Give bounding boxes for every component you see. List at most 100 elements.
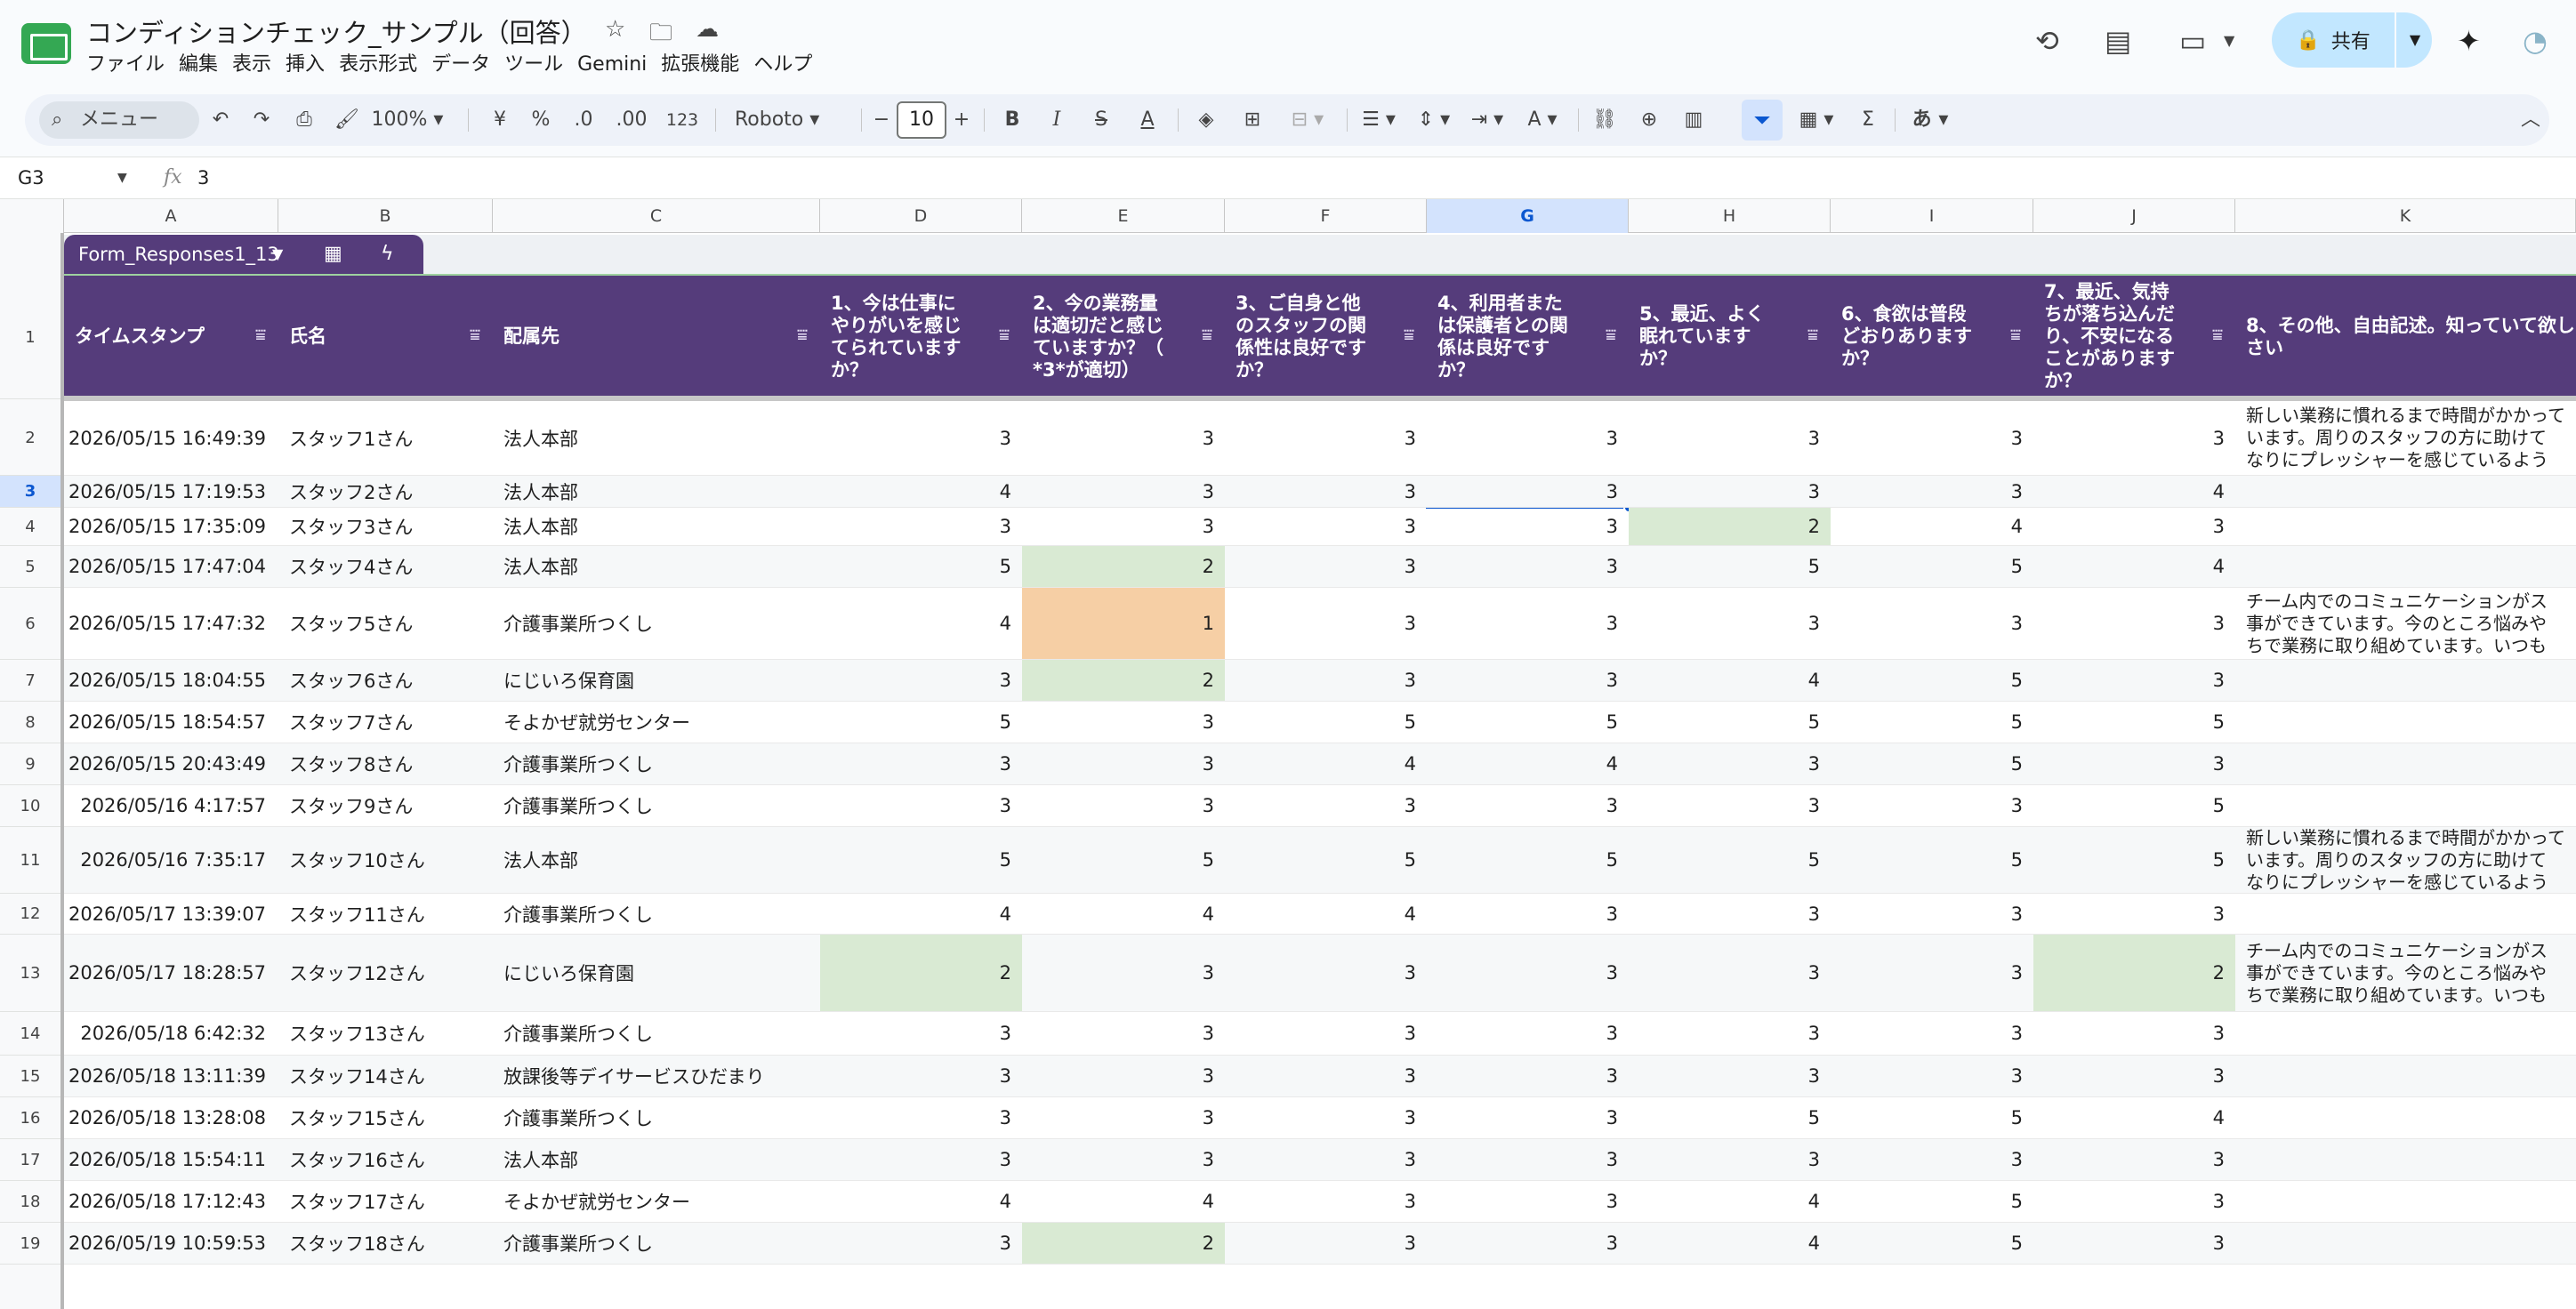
name-cell[interactable]: スタッフ18さん [289, 1233, 425, 1255]
column-header-a[interactable]: A [64, 199, 278, 233]
collapse-toolbar-icon[interactable]: ︿ [2520, 108, 2540, 131]
score-cell[interactable]: 4 [999, 613, 1011, 634]
table-header-cell[interactable]: タイムスタンプ ⩸ [64, 276, 278, 398]
score-cell[interactable]: 4 [1606, 753, 1618, 775]
score-cell[interactable]: 3 [1807, 753, 1820, 775]
table-header-cell[interactable]: 1、今は仕事に やりがいを感じ てられています か？ ⩸ [820, 276, 1022, 398]
score-cell[interactable]: 5 [2010, 556, 2023, 577]
table-chip[interactable]: Form_Responses1_13 ▼ ▦ ϟ [64, 235, 423, 274]
row-header[interactable]: 13 [0, 935, 60, 1012]
score-cell[interactable]: 3 [999, 1023, 1011, 1044]
gemini-icon[interactable]: ✦ [2457, 24, 2481, 58]
table-row[interactable]: 2026/05/17 18:28:57 スタッフ12さん にじいろ保育園 2 3 3 3 3 3… [64, 935, 2576, 1012]
free-text-cell[interactable] [2235, 1012, 2576, 1055]
version-history-icon[interactable]: ⟲ [2035, 24, 2059, 58]
row-header[interactable]: 2 [0, 401, 60, 476]
department-cell[interactable]: 法人本部 [503, 557, 578, 578]
column-header-f[interactable]: F [1225, 199, 1427, 233]
table-row[interactable]: 2026/05/17 13:39:07 スタッフ11さん 介護事業所つくし 4 4 4 3 3… [64, 894, 2576, 935]
score-cell[interactable]: 3 [1404, 1107, 1416, 1128]
score-cell[interactable]: 3 [1606, 1149, 1618, 1170]
score-cell[interactable]: 5 [999, 849, 1011, 871]
name-cell[interactable]: スタッフ9さん [289, 796, 414, 817]
score-cell[interactable]: 3 [1202, 1065, 1214, 1087]
score-cell[interactable]: 5 [2010, 753, 2023, 775]
row-header[interactable]: 10 [0, 785, 60, 827]
font-size-input[interactable]: 10 [897, 101, 946, 139]
table-row[interactable]: 2026/05/15 17:47:04 スタッフ4さん 法人本部 5 2 3 3 5 5 4 [64, 546, 2576, 588]
menu-item[interactable]: 拡張機能 [661, 53, 740, 76]
score-cell[interactable]: 4 [2010, 516, 2023, 537]
score-cell[interactable]: 3 [1606, 962, 1618, 984]
meet-caret-icon[interactable]: ▼ [2224, 32, 2235, 49]
score-cell[interactable]: 3 [1807, 1149, 1820, 1170]
score-cell[interactable]: 3 [1404, 613, 1416, 634]
score-cell[interactable]: 3 [1807, 795, 1820, 816]
zoom-select[interactable]: 100% ▾ [371, 108, 444, 131]
menu-item[interactable]: Gemini [577, 53, 648, 76]
number-format-button[interactable]: 123 [665, 110, 699, 130]
score-cell[interactable]: 3 [1606, 427, 1618, 449]
free-text-cell[interactable] [2235, 508, 2576, 545]
score-cell[interactable]: 5 [2010, 670, 2023, 691]
column-filter-icon[interactable]: ⩸ [1605, 324, 1616, 345]
timestamp-cell[interactable]: 2026/05/15 17:47:32 [68, 613, 266, 634]
undo-icon[interactable]: ↶ [212, 108, 229, 131]
score-cell[interactable]: 3 [1606, 795, 1618, 816]
score-cell[interactable]: 3 [1404, 962, 1416, 984]
currency-format-button[interactable]: ¥ [494, 108, 506, 131]
department-cell[interactable]: にじいろ保育園 [503, 963, 634, 984]
timestamp-cell[interactable]: 2026/05/18 13:28:08 [68, 1107, 266, 1128]
name-cell[interactable]: スタッフ3さん [289, 517, 414, 538]
share-button[interactable]: 🔒 共有 ▼ [2272, 12, 2432, 68]
score-cell[interactable]: 3 [1807, 613, 1820, 634]
score-cell[interactable]: 3 [2010, 480, 2023, 502]
insert-link-icon[interactable]: ⛓ [1592, 108, 1617, 131]
score-cell[interactable]: 3 [999, 795, 1011, 816]
score-cell[interactable]: 3 [1404, 427, 1416, 449]
name-cell[interactable]: スタッフ6さん [289, 671, 414, 692]
name-cell[interactable]: スタッフ2さん [289, 481, 414, 503]
department-cell[interactable]: そよかぜ就労センター [503, 1192, 690, 1213]
score-cell[interactable]: 3 [1404, 1149, 1416, 1170]
score-cell[interactable]: 3 [1202, 962, 1214, 984]
free-text-cell[interactable]: チーム内でのコミュニケーションがス 事ができています。今のところ悩みや ちで業務に取… [2235, 588, 2576, 659]
score-cell[interactable]: 2 [820, 935, 1022, 1011]
column-filter-icon[interactable]: ⩸ [998, 324, 1010, 345]
text-color-button[interactable]: A [1140, 108, 1155, 131]
column-header-j[interactable]: J [2033, 199, 2235, 233]
menu-item[interactable]: 挿入 [286, 53, 326, 76]
score-cell[interactable]: 4 [2212, 1107, 2225, 1128]
score-cell[interactable]: 3 [999, 427, 1011, 449]
table-menu-caret-icon[interactable]: ▼ [272, 245, 284, 262]
score-cell[interactable]: 3 [1404, 1065, 1416, 1087]
score-cell[interactable]: 3 [999, 1149, 1011, 1170]
score-cell[interactable]: 3 [1807, 1023, 1820, 1044]
score-cell[interactable]: 2 [1022, 546, 1225, 587]
score-cell[interactable]: 3 [2010, 1023, 2023, 1044]
score-cell[interactable]: 3 [2212, 1065, 2225, 1087]
table-row[interactable]: 2026/05/15 18:54:57 スタッフ7さん そよかぜ就労センター 5 3 5 5… [64, 702, 2576, 743]
text-wrap-icon[interactable]: ⇥ ▾ [1470, 108, 1504, 131]
score-cell[interactable]: 3 [2212, 1233, 2225, 1254]
name-cell[interactable]: スタッフ15さん [289, 1108, 425, 1129]
search-menus-input[interactable]: ⌕ メニュー [39, 101, 199, 139]
name-cell[interactable]: スタッフ5さん [289, 614, 414, 635]
name-cell[interactable]: スタッフ11さん [289, 903, 425, 926]
filter-icon[interactable]: ⏷ [1742, 100, 1783, 141]
score-cell[interactable]: 1 [1022, 588, 1225, 659]
free-text-cell[interactable] [2235, 894, 2576, 934]
score-cell[interactable]: 3 [1606, 556, 1618, 577]
score-cell[interactable]: 3 [999, 753, 1011, 775]
share-dropdown-icon[interactable]: ▼ [2409, 31, 2421, 48]
timestamp-cell[interactable]: 2026/05/19 10:59:53 [68, 1233, 266, 1254]
score-cell[interactable]: 3 [2010, 1065, 2023, 1087]
score-cell[interactable]: 5 [1807, 556, 1820, 577]
filter-views-icon[interactable]: ▦ ▾ [1799, 108, 1834, 131]
table-row[interactable]: 2026/05/15 17:19:53 スタッフ2さん 法人本部 4 3 3 3 3 3 4 [64, 476, 2576, 508]
column-header-c[interactable]: C [493, 199, 820, 233]
table-header-cell[interactable]: 6、食欲は普段 どおりあります か？ ⩸ [1831, 276, 2033, 398]
table-automation-icon[interactable]: ϟ [381, 243, 394, 265]
row-header[interactable]: 8 [0, 702, 60, 743]
score-cell[interactable]: 3 [999, 516, 1011, 537]
